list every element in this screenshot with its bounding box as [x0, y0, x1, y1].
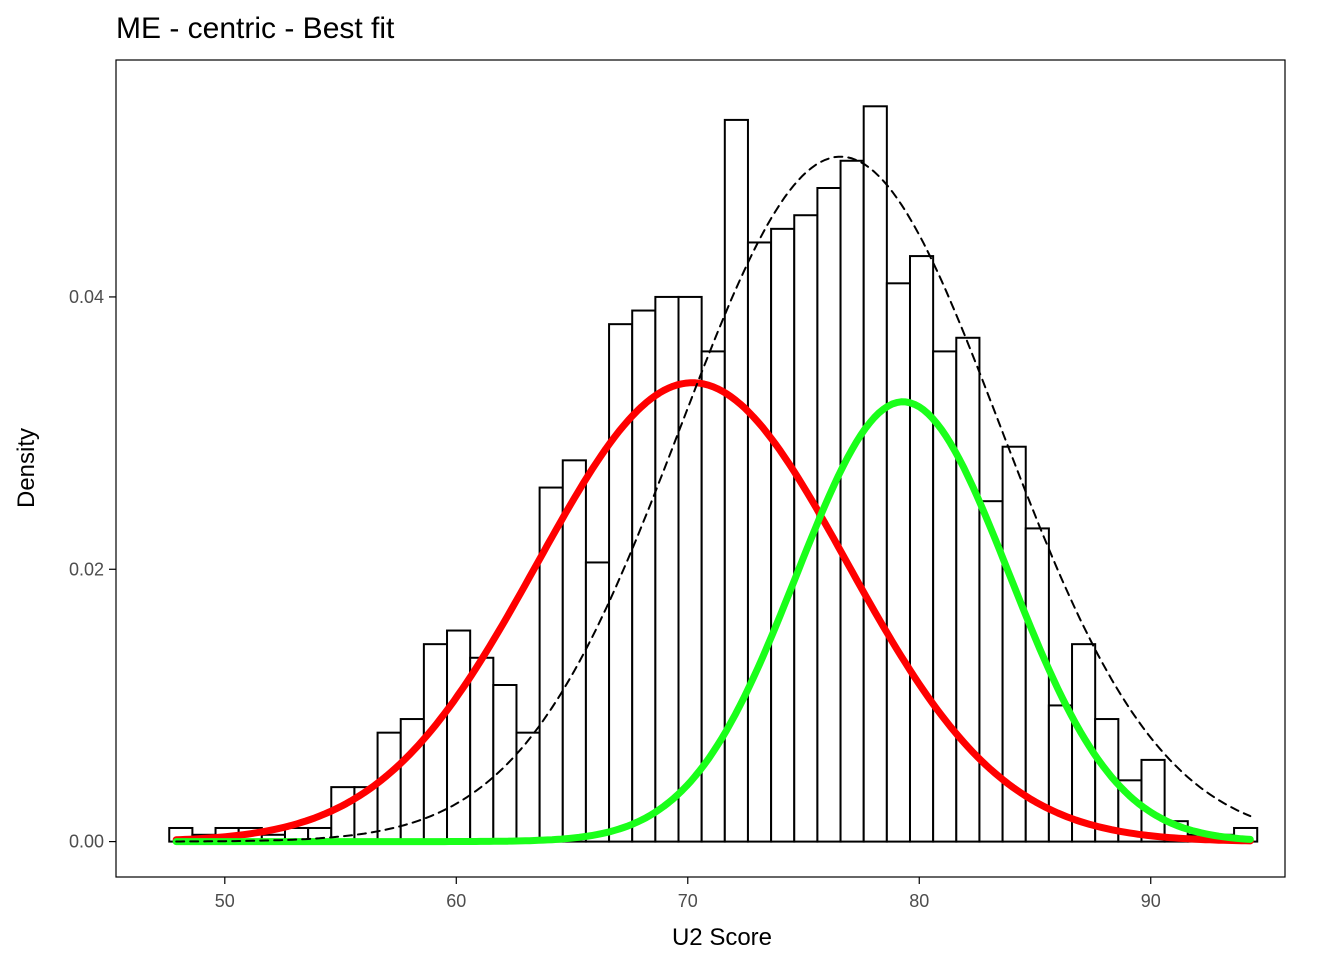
histogram-bar: [469, 656, 495, 843]
histogram-bar: [770, 227, 796, 843]
x-axis-title: U2 Score: [672, 924, 772, 951]
x-axis: 50 60 70 80 90: [215, 877, 1161, 911]
histogram-bar: [631, 309, 657, 843]
histogram-bar: [908, 255, 935, 843]
histogram-bar: [446, 629, 472, 843]
histogram-bar: [422, 643, 449, 843]
y-tick-label: 0.04: [69, 287, 104, 307]
histogram-bar: [654, 295, 680, 843]
y-axis-title: Density: [13, 428, 40, 508]
y-tick-label: 0.00: [69, 832, 104, 852]
x-tick-label: 70: [678, 891, 698, 911]
x-tick-label: 60: [446, 891, 466, 911]
histogram-bar: [839, 159, 865, 843]
histogram-bar: [330, 786, 356, 843]
histogram-bar: [1024, 527, 1050, 843]
histogram-bars: [168, 105, 1259, 843]
histogram-bar: [955, 336, 981, 843]
histogram-bar: [1047, 704, 1074, 843]
x-tick-label: 50: [215, 891, 235, 911]
histogram-bar: [376, 731, 402, 843]
histogram-bar: [862, 105, 888, 843]
histogram-bar: [492, 684, 518, 843]
histogram-bar: [608, 323, 634, 843]
y-tick-label: 0.02: [69, 559, 104, 579]
histogram-bar: [1140, 758, 1166, 843]
density-curves: [172, 155, 1254, 846]
x-tick-label: 80: [909, 891, 929, 911]
histogram-bar: [677, 295, 703, 843]
chart-title: ME - centric - Best fit: [116, 12, 395, 45]
red-component-curve: [172, 379, 1254, 845]
mixture-density-curve: [175, 155, 1252, 843]
green-component-curve: [172, 398, 1254, 846]
x-tick-label: 90: [1141, 891, 1161, 911]
y-axis: 0.00 0.02 0.04: [69, 287, 116, 852]
histogram-bar: [746, 241, 773, 843]
histogram-bar: [885, 282, 911, 843]
histogram-bar: [584, 561, 611, 843]
